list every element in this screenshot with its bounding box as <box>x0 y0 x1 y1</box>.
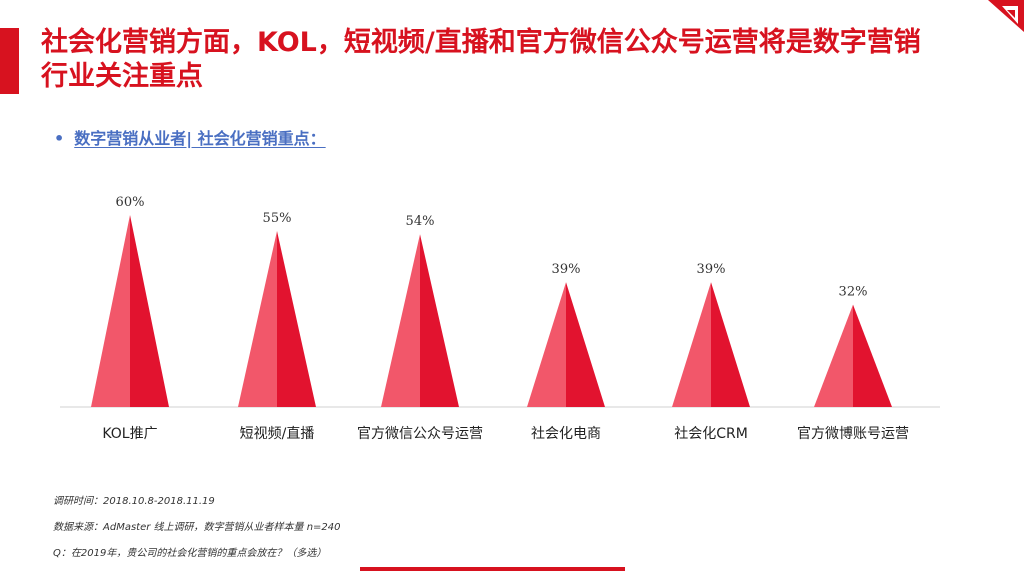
cone-face-light <box>381 234 420 407</box>
cone-2 <box>238 231 316 407</box>
bullet-icon: • <box>54 129 65 148</box>
cone-1 <box>91 215 169 407</box>
question-note: Q：在2019年，贵公司的社会化营销的重点会放在？（多选） <box>53 548 327 559</box>
category-label: KOL推广 <box>102 426 157 442</box>
cone-face-dark <box>566 282 605 407</box>
cone-6 <box>814 304 892 407</box>
category-label: 官方微信公众号运营 <box>357 426 483 442</box>
logo-icon <box>988 0 1024 32</box>
cone-face-light <box>238 231 277 407</box>
cone-face-light <box>814 304 853 407</box>
cone-face-dark <box>420 234 459 407</box>
category-label: 社会化电商 <box>531 426 601 442</box>
cone-3 <box>381 234 459 407</box>
category-labels: KOL推广 短视频/直播 官方微信公众号运营 社会化电商 社会化CRM 官方微博账号运营 <box>102 425 909 442</box>
section-subtitle: • 数字营销从业者| 社会化营销重点： <box>54 128 326 150</box>
cone-face-dark <box>853 304 892 407</box>
subtitle-text: 数字营销从业者| 社会化营销重点： <box>74 129 326 148</box>
footnotes: 调研时间：2018.10.8-2018.11.19 数据来源：AdMaster … <box>53 489 341 567</box>
cone-face-light <box>527 282 566 407</box>
bottom-accent-line <box>360 567 625 571</box>
cone-4 <box>527 282 605 407</box>
value-label: 54% <box>406 214 435 229</box>
value-labels: 60% 55% 54% 39% 39% 32% <box>116 195 868 300</box>
cone-5 <box>672 282 750 407</box>
title-accent-bar <box>0 28 19 94</box>
category-label: 官方微博账号运营 <box>797 425 909 442</box>
value-label: 39% <box>697 262 726 277</box>
data-source-note: 数据来源：AdMaster 线上调研，数字营销从业者样本量 n=240 <box>53 522 341 533</box>
cone-series <box>91 215 892 407</box>
cone-face-light <box>91 215 130 407</box>
cone-face-dark <box>130 215 169 407</box>
category-label: 社会化CRM <box>674 426 748 442</box>
value-label: 32% <box>839 285 868 300</box>
value-label: 39% <box>552 262 581 277</box>
cone-face-light <box>672 282 711 407</box>
cone-face-dark <box>277 231 316 407</box>
survey-period-note: 调研时间：2018.10.8-2018.11.19 <box>53 496 215 507</box>
cone-face-dark <box>711 282 750 407</box>
value-label: 55% <box>263 211 292 226</box>
category-label: 短视频/直播 <box>240 425 315 442</box>
value-label: 60% <box>116 195 145 210</box>
page-title: 社会化营销方面，KOL，短视频/直播和官方微信公众号运营将是数字营销行业关注重点 <box>41 27 921 92</box>
